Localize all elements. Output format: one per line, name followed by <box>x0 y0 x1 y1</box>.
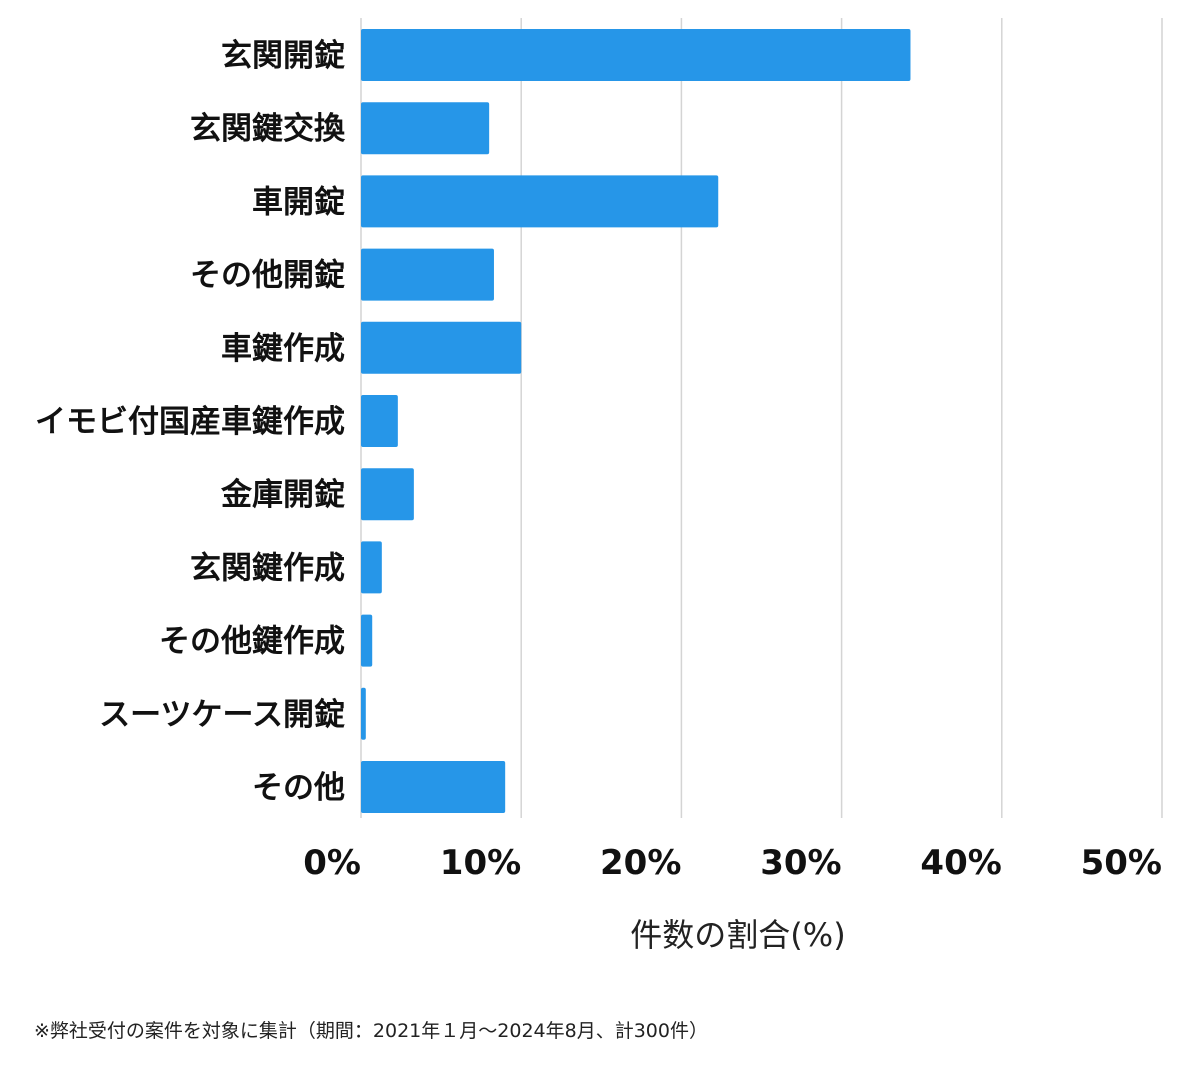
bar <box>361 541 382 594</box>
x-axis-title: 件数の割合(%) <box>630 916 845 954</box>
grid-lines <box>360 18 1163 818</box>
category-label: その他開錠 <box>190 258 345 294</box>
bar <box>361 102 490 155</box>
x-tick-labels: 0% 10% 20% 30% 40% 50% <box>303 843 1162 883</box>
x-tick-label: 10% <box>440 843 521 883</box>
category-label: イモビ付国産車鍵作成 <box>35 404 345 440</box>
x-tick-label: 20% <box>600 843 681 883</box>
bar <box>361 761 506 813</box>
category-labels: 玄関開錠玄関鍵交換車開錠その他開錠車鍵作成イモビ付国産車鍵作成金庫開錠玄関鍵作成… <box>35 38 346 806</box>
bar <box>361 321 522 374</box>
bar-chart: 玄関開錠玄関鍵交換車開錠その他開錠車鍵作成イモビ付国産車鍵作成金庫開錠玄関鍵作成… <box>35 18 1163 954</box>
category-label: 玄関開錠 <box>221 38 345 74</box>
category-label: 車鍵作成 <box>221 331 345 367</box>
x-tick-label: 40% <box>920 843 1001 883</box>
x-tick-label: 50% <box>1081 843 1162 883</box>
bar <box>361 29 911 81</box>
bar <box>361 248 494 301</box>
bar <box>361 687 366 740</box>
category-label: その他鍵作成 <box>159 624 345 660</box>
footnote: ※弊社受付の案件を対象に集計（期間：2021年１月〜2024年8月、計300件） <box>34 1020 708 1042</box>
category-label: 玄関鍵交換 <box>190 111 346 147</box>
category-label: スーツケース開錠 <box>99 697 345 733</box>
bar <box>361 175 719 228</box>
category-label: 車開錠 <box>252 184 345 220</box>
bar <box>361 395 398 447</box>
category-label: 玄関鍵作成 <box>190 550 345 586</box>
x-tick-label: 0% <box>303 843 361 883</box>
category-label: その他 <box>252 770 345 806</box>
bar <box>361 614 373 667</box>
category-label: 金庫開錠 <box>220 477 345 513</box>
bar <box>361 468 414 521</box>
bars <box>361 29 911 813</box>
x-tick-label: 30% <box>760 843 841 883</box>
